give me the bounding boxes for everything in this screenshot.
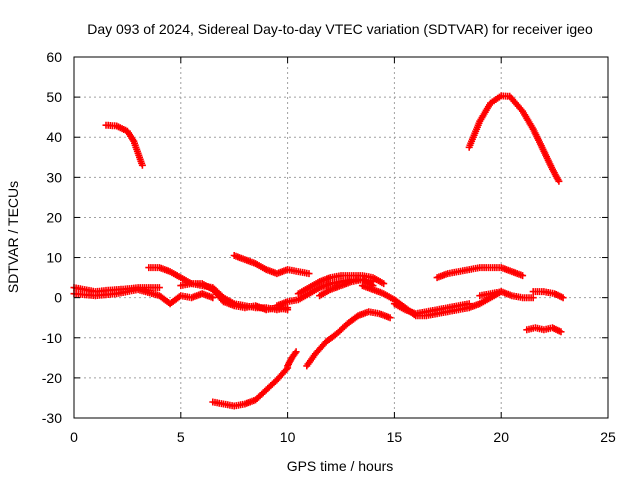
series-track-9 [294, 272, 388, 298]
y-tick-label: -30 [42, 410, 62, 426]
data-marker-track [177, 280, 292, 314]
data-marker-track [230, 252, 313, 278]
data-marker-track [209, 364, 292, 410]
data-marker-track [303, 308, 394, 370]
x-tick-label: 15 [387, 429, 403, 445]
data-marker-track [529, 288, 567, 302]
series-track-11 [209, 364, 292, 410]
series-track-4 [70, 286, 217, 308]
data-marker-track [102, 121, 146, 169]
data-marker-track [70, 286, 217, 308]
y-tick-label: 60 [46, 49, 62, 65]
data-marker-track [476, 288, 537, 302]
y-tick-label: 40 [46, 129, 62, 145]
series-track-18 [529, 288, 567, 302]
x-tick-label: 0 [70, 429, 78, 445]
data-marker-track [523, 324, 565, 336]
chart-title: Day 093 of 2024, Sidereal Day-to-day VTE… [87, 21, 593, 37]
series-track-7 [230, 252, 313, 278]
y-tick-label: 20 [46, 209, 62, 225]
series-track-6 [177, 280, 292, 314]
data-marker-track [433, 264, 527, 282]
series-track-16 [433, 264, 527, 282]
x-axis-label: GPS time / hours [287, 458, 394, 474]
y-tick-label: -20 [42, 370, 62, 386]
series-track-2 [465, 92, 563, 185]
series-track-13 [303, 308, 394, 370]
plot-frame [73, 56, 609, 419]
y-axis-label: SDTVAR / TECUs [5, 181, 21, 293]
y-tick-label: -10 [42, 330, 62, 346]
series-track-17 [476, 288, 537, 302]
grid [74, 57, 608, 418]
y-tick-label: 30 [46, 169, 62, 185]
data-marker-track [465, 92, 563, 185]
series-track-15 [390, 300, 473, 318]
data-marker-track [390, 300, 473, 318]
x-tick-label: 20 [493, 429, 509, 445]
y-tick-label: 0 [54, 290, 62, 306]
series-track-19 [523, 324, 565, 336]
data-marker-track [284, 348, 300, 370]
x-tick-label: 25 [600, 429, 616, 445]
y-tick-label: 50 [46, 89, 62, 105]
series-track-12 [284, 348, 300, 370]
data-marker-track [294, 272, 388, 298]
axis-ticks: 0 5 10 15 20 25 -30 -20 -10 0 10 20 30 40 50 60 [42, 49, 616, 445]
y-tick-label: 10 [46, 250, 62, 266]
series-track-10 [316, 276, 377, 300]
series-track-1 [102, 121, 146, 169]
x-tick-label: 10 [280, 429, 296, 445]
data-marker-track [316, 276, 377, 300]
data-points [70, 92, 567, 410]
x-tick-label: 5 [177, 429, 185, 445]
